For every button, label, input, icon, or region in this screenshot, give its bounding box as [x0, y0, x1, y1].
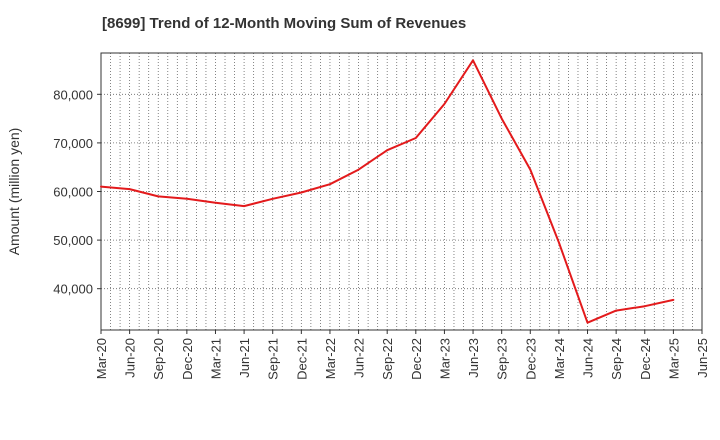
x-tick-label: Sep-21 — [266, 338, 281, 380]
y-tick-label: 50,000 — [53, 233, 93, 248]
x-tick-label: Mar-21 — [208, 338, 223, 379]
y-tick-labels: 40,000 50,000 60,000 70,000 80,000 — [53, 87, 101, 297]
x-tick-label: Mar-20 — [94, 338, 109, 379]
x-tick-label: Jun-23 — [466, 338, 481, 378]
x-tick-label: Jun-24 — [581, 338, 596, 378]
x-tick-label: Mar-25 — [666, 338, 681, 379]
x-tick-label: Jun-22 — [352, 338, 367, 378]
x-tick-label: Sep-24 — [609, 338, 624, 380]
x-tick-label: Mar-24 — [552, 338, 567, 379]
y-tick-label: 60,000 — [53, 185, 93, 200]
grid-layer — [101, 53, 702, 330]
x-tick-label: Mar-22 — [323, 338, 338, 379]
y-tick-label: 70,000 — [53, 136, 93, 151]
x-tick-label: Dec-24 — [638, 338, 653, 380]
x-tick-label: Mar-23 — [437, 338, 452, 379]
series-line — [100, 59, 675, 324]
x-tick-labels: Mar-20 Jun-20 Sep-20 Dec-20 Mar-21 Jun-21 Sep-… — [94, 330, 710, 380]
x-tick-label: Jun-20 — [123, 338, 138, 378]
x-tick-label: Jun-25 — [695, 338, 710, 378]
x-tick-label: Jun-21 — [237, 338, 252, 378]
x-tick-label: Dec-20 — [180, 338, 195, 380]
x-tick-label: Dec-21 — [294, 338, 309, 380]
y-tick-label: 40,000 — [53, 282, 93, 297]
x-tick-label: Sep-22 — [380, 338, 395, 380]
x-tick-label: Dec-23 — [523, 338, 538, 380]
chart-title: [8699] Trend of 12-Month Moving Sum of R… — [102, 15, 467, 32]
x-tick-label: Sep-23 — [495, 338, 510, 380]
y-tick-label: 80,000 — [53, 87, 93, 102]
y-axis-label: Amount (million yen) — [6, 128, 22, 256]
x-tick-label: Sep-20 — [151, 338, 166, 380]
series-layer — [100, 59, 675, 324]
x-tick-label: Dec-22 — [409, 338, 424, 380]
